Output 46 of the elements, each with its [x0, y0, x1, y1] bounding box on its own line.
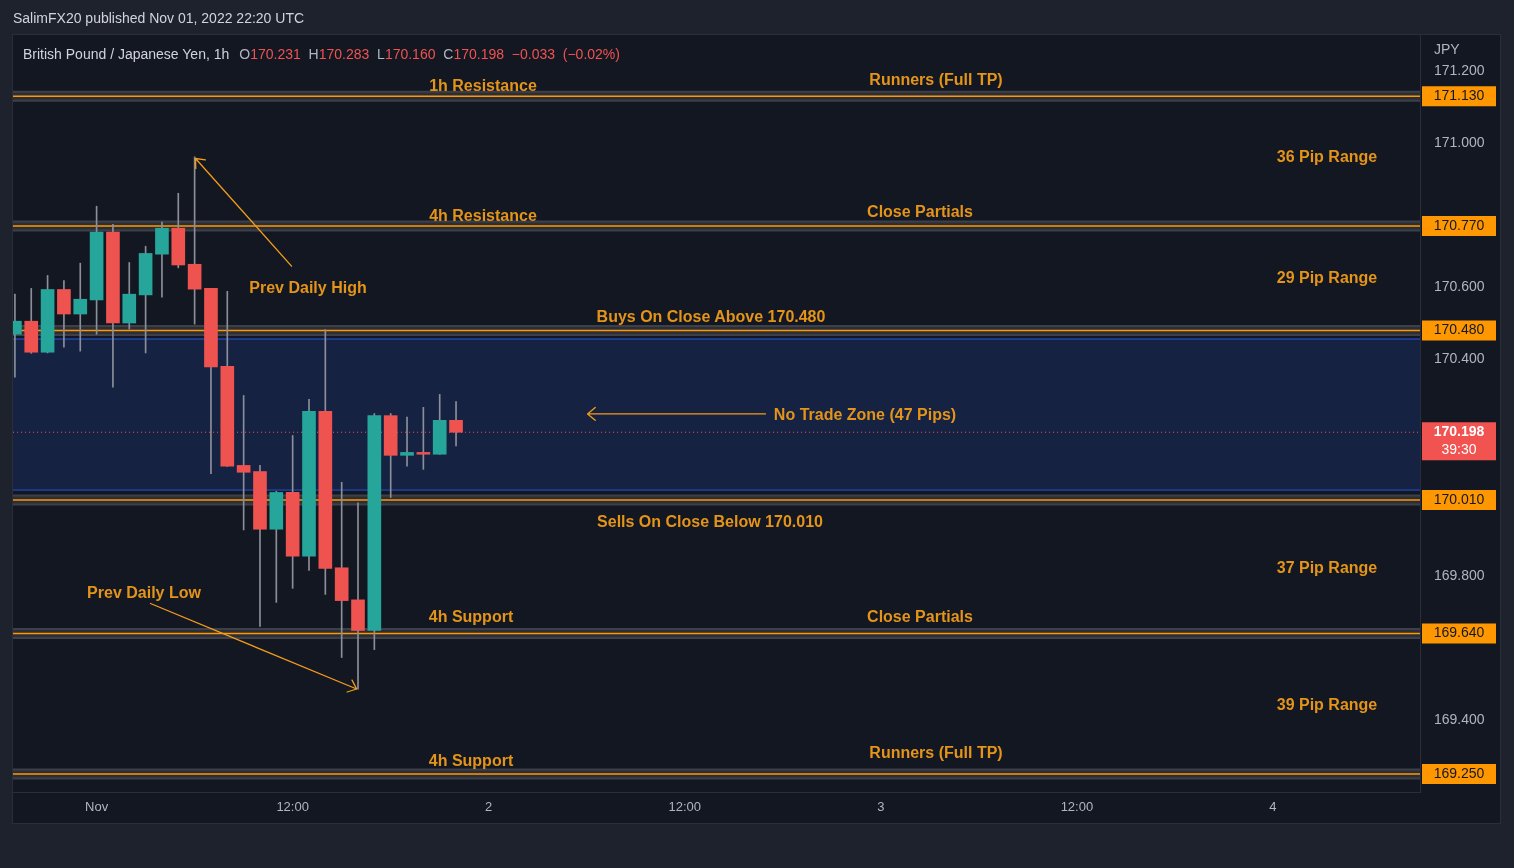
annotation: Prev Daily Low — [87, 582, 201, 602]
x-tick-label: 4 — [1269, 799, 1277, 815]
ref-line-label: 171.130 — [1433, 87, 1485, 104]
annotation: Runners (Full TP) — [869, 742, 1003, 762]
x-tick-label: 2 — [485, 799, 493, 815]
y-tick-label: 171.000 — [1434, 134, 1485, 150]
ref-line-label: 170.480 — [1433, 321, 1485, 338]
text: British Pound / Japanese Yen, 1h — [23, 46, 230, 62]
x-tick-label: Nov — [85, 799, 109, 815]
x-tick-label: 12:00 — [276, 799, 309, 815]
annotation: Close Partials — [867, 201, 973, 221]
annotation: 4h Support — [428, 606, 514, 626]
annotation: No Trade Zone (47 Pips) — [773, 404, 957, 424]
candlestick — [351, 502, 365, 690]
text: SalimFX20 published Nov 01, 2022 22:20 UTC — [13, 10, 305, 27]
ref-line-label: 170.010 — [1433, 490, 1485, 507]
y-tick-label: 170.600 — [1434, 278, 1485, 295]
text: O170.231 H170.283 L170.160 C170.198 −0.033 (−0.02%) — [239, 46, 620, 62]
x-tick-label: 12:00 — [1060, 799, 1094, 815]
annotation: Prev Daily High — [249, 277, 367, 297]
candlestick — [334, 482, 349, 658]
annotation: 29 Pip Range — [1276, 267, 1378, 287]
ref-line-label: 169.640 — [1433, 624, 1485, 641]
y-tick-label: 171.200 — [1434, 61, 1485, 78]
annotation: Close Partials — [867, 606, 973, 626]
ref-line-label: 169.250 — [1433, 764, 1485, 781]
candlestick — [400, 416, 414, 467]
y-tick-label: 170.400 — [1434, 350, 1485, 367]
annotation: Buys On Close Above 170.480 — [596, 306, 826, 326]
annotation: Runners (Full TP) — [869, 69, 1003, 89]
candlestick — [73, 262, 88, 352]
annotation: 4h Support — [428, 750, 514, 770]
ref-line-label: 170.198 — [1433, 423, 1485, 440]
annotation: 37 Pip Range — [1276, 557, 1378, 577]
annotation: 36 Pip Range — [1276, 146, 1378, 166]
annotation: Sells On Close Below 170.010 — [597, 511, 823, 531]
annotation: 4h Resistance — [429, 205, 537, 225]
y-tick-label: 169.400 — [1434, 710, 1485, 727]
y-axis-title: JPY — [1434, 40, 1461, 57]
x-tick-label: 12:00 — [668, 799, 702, 815]
annotation: 39 Pip Range — [1276, 694, 1378, 714]
y-tick-label: 169.800 — [1434, 566, 1485, 583]
ref-line-label: 170.770 — [1433, 216, 1485, 233]
x-tick-label: 3 — [877, 799, 885, 815]
text: 39:30 — [1441, 441, 1477, 457]
annotation: 1h Resistance — [429, 75, 537, 95]
